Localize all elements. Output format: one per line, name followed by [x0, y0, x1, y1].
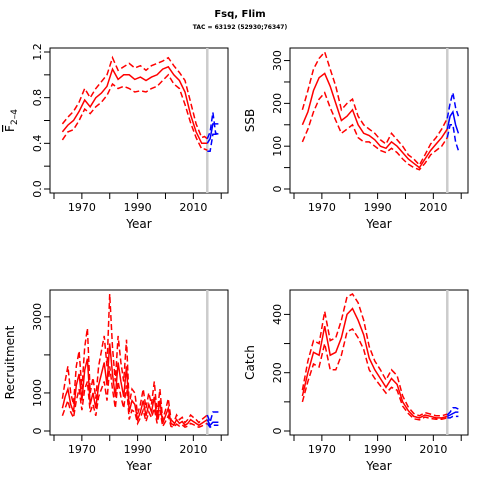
x-tick-label: 1970	[68, 201, 96, 214]
x-tick-label: 2010	[419, 201, 447, 214]
plot-frame	[49, 289, 229, 436]
y-axis-label: Recruitment	[3, 325, 17, 399]
y-tick-label: 300	[271, 50, 284, 71]
historic-lower-line	[61, 73, 208, 151]
x-axis-label: Year	[125, 459, 151, 473]
x-axis-label: Year	[365, 459, 391, 473]
y-tick-label: 100	[271, 136, 284, 157]
forecast-upper-line	[446, 92, 460, 119]
forecast-lower-line	[446, 124, 460, 151]
historic-lower-line	[301, 91, 448, 171]
y-tick-label: 1.2	[31, 43, 44, 61]
plot-frame	[289, 47, 469, 194]
y-axis-label: SSB	[243, 109, 257, 132]
x-tick-label: 1970	[308, 201, 336, 214]
forecast-lower-line	[206, 422, 219, 429]
historic-median-line	[61, 65, 208, 145]
historic-upper-line	[301, 50, 448, 167]
chart-panel-3: 1970 1990 2010 0 1000 3000 Year Recruitment	[3, 289, 229, 473]
y-tick-label: 3000	[31, 303, 44, 331]
historic-median-line	[301, 307, 448, 419]
chart-panel-1: 1970 1990 2010 0.0 0.4 0.8 1.2 Year F2–4	[3, 43, 229, 231]
forecast-upper-line	[206, 112, 219, 140]
y-tick-label: 0.4	[31, 135, 44, 153]
x-tick-label: 2010	[179, 443, 207, 456]
historic-upper-line	[301, 293, 448, 417]
x-tick-label: 2010	[179, 201, 207, 214]
forecast-median-line	[206, 123, 219, 144]
y-tick-label: 400	[271, 304, 284, 325]
y-axis-label: Catch	[243, 345, 257, 380]
y-tick-label: 0	[271, 428, 284, 435]
forecast-median-line	[206, 419, 219, 427]
x-tick-label: 1970	[308, 443, 336, 456]
chart-panel-2: 1970 1990 2010 0 100 200 300 Year SSB	[243, 47, 469, 231]
plot-frame	[49, 47, 229, 194]
y-tick-label: 0.8	[31, 89, 44, 107]
x-axis-label: Year	[365, 217, 391, 231]
historic-upper-line	[61, 55, 208, 140]
y-tick-label: 200	[271, 93, 284, 114]
historic-lower-line	[61, 366, 208, 429]
forecast-median-line	[446, 411, 459, 418]
forecast-upper-line	[446, 406, 459, 416]
x-tick-label: 1990	[124, 443, 152, 456]
chart-panel-4: 1970 1990 2010 0 200 400 Year Catch	[243, 289, 469, 473]
historic-median-line	[61, 343, 208, 427]
y-axis-label: F2–4	[3, 109, 20, 132]
y-tick-label: 200	[271, 362, 284, 383]
plot-frame	[289, 289, 469, 436]
y-tick-label: 0	[31, 428, 44, 435]
figure-subtitle: TAC = 63192 (52930;76347)	[192, 24, 288, 31]
historic-median-line	[301, 72, 448, 169]
x-tick-label: 1990	[364, 201, 392, 214]
figure-title: Fsq, Flim	[214, 9, 266, 20]
historic-lower-line	[301, 328, 448, 421]
historic-upper-line	[61, 293, 208, 425]
forecast-median-line	[446, 109, 460, 134]
x-tick-label: 2010	[419, 443, 447, 456]
x-axis-label: Year	[125, 217, 151, 231]
x-tick-label: 1990	[124, 201, 152, 214]
x-tick-label: 1970	[68, 443, 96, 456]
x-tick-label: 1990	[364, 443, 392, 456]
y-tick-label: 0.0	[31, 180, 44, 198]
forecast-upper-line	[206, 411, 219, 425]
y-tick-label: 0	[271, 186, 284, 193]
y-tick-label: 1000	[31, 379, 44, 407]
forecast-lower-line	[207, 133, 219, 153]
forecast-lower-line	[447, 415, 459, 419]
